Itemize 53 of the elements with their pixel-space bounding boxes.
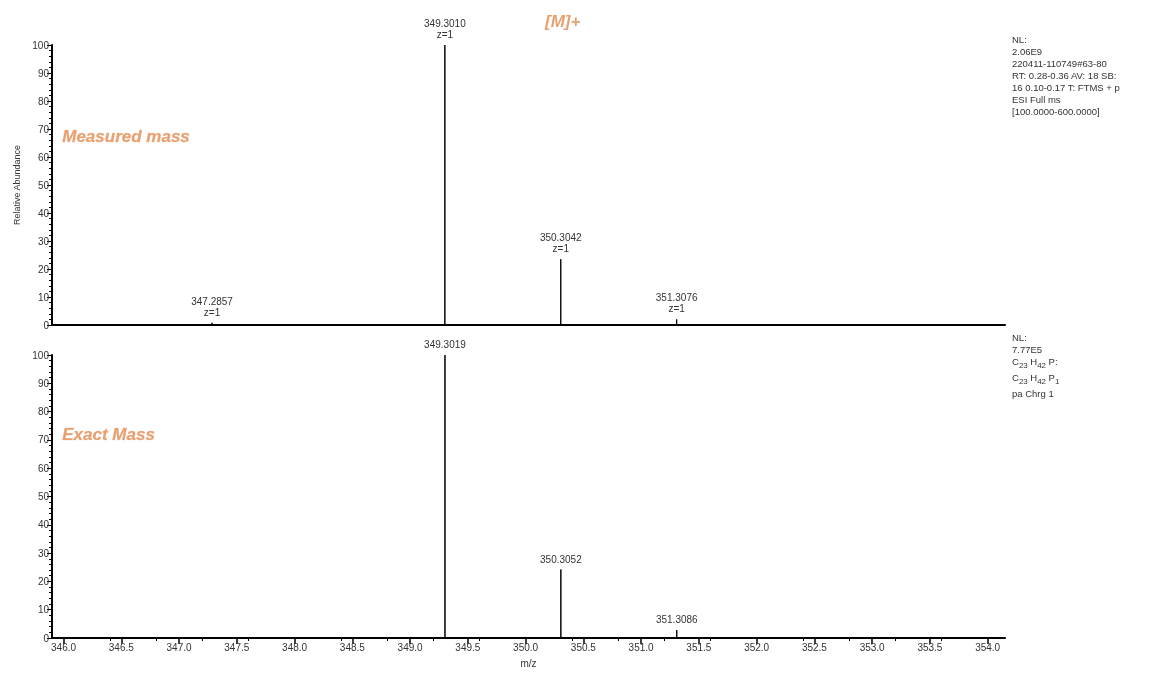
x-tick-label: 352.5 — [801, 641, 828, 653]
y-tick-label: 90 — [37, 67, 50, 79]
text: NL: 2.06E9 220411-110749#63-80 RT: 0.28-0.36 AV: 18 SB: 16 0.10-0.17 T: FTMS + p ESI Full ms [100.0000-600.0000] — [1012, 34, 1120, 118]
x-tick-label: 353.0 — [859, 641, 886, 653]
text: NL: 7.77E5 C$_{23}$ H$_{42}$ P: C$_{23}$ H$_{42}$ P$_{1}$ pa Chrg 1 — [1012, 332, 1060, 399]
x-tick-label: 349.0 — [397, 641, 424, 653]
x-tick-label: 353.5 — [917, 641, 943, 653]
x-tick-label: 351.0 — [628, 641, 655, 653]
y-tick-label: 30 — [37, 235, 50, 247]
x-tick-label: 352.0 — [744, 641, 770, 653]
x-tick-label: 350.5 — [570, 641, 597, 653]
y-tick-label: 10 — [37, 291, 50, 303]
y-tick-label: 0 — [43, 632, 50, 644]
y-tick-label: 30 — [37, 547, 50, 559]
y-tick-label: 80 — [37, 95, 50, 107]
y-tick-label: 40 — [37, 519, 50, 531]
annotation: 350.3042 z=1 — [539, 232, 583, 255]
x-tick-label: 348.5 — [339, 641, 366, 653]
y-axis-title: Relative Abundance — [11, 144, 22, 226]
annotation: Measured mass — [62, 127, 190, 147]
x-tick-label: 346.5 — [108, 641, 135, 653]
y-tick-label: 100 — [32, 39, 50, 51]
y-tick-label: 10 — [37, 604, 50, 616]
annotation: 349.3010 z=1 — [424, 18, 467, 40]
x-tick-label: 348.0 — [282, 641, 308, 653]
annotation: 351.3086 — [655, 614, 699, 626]
x-tick-label: 354.0 — [975, 641, 1001, 653]
y-tick-label: 60 — [37, 462, 50, 474]
y-tick-label: 70 — [37, 123, 50, 135]
y-tick-label: 0 — [43, 319, 50, 331]
x-tick-label: 349.5 — [455, 641, 481, 653]
x-tick-label: 350.0 — [513, 641, 539, 653]
x-tick-label: 346.0 — [51, 641, 77, 653]
annotation: 350.3052 — [540, 553, 583, 565]
y-tick-label: 100 — [32, 349, 50, 361]
y-tick-label: 20 — [37, 575, 50, 587]
y-tick-label: 70 — [37, 434, 50, 446]
y-tick-label: 80 — [37, 406, 50, 418]
x-tick-label: 347.5 — [224, 641, 250, 653]
annotation: 349.3019 — [424, 339, 467, 350]
y-tick-label: 40 — [37, 207, 50, 219]
y-tick-label: 60 — [37, 151, 50, 163]
chart-title: [M]+ — [544, 12, 581, 31]
x-tick-label: 347.0 — [166, 641, 193, 653]
y-tick-label: 50 — [37, 491, 50, 502]
y-tick-label: 90 — [37, 377, 50, 389]
annotation: Exact Mass — [62, 425, 155, 445]
annotation: 347.2857 z=1 — [191, 295, 234, 318]
y-tick-label: 50 — [37, 179, 50, 191]
y-tick-label: 20 — [37, 263, 50, 275]
x-axis-title: m/z — [520, 657, 537, 669]
annotation: 351.3076 z=1 — [655, 292, 698, 315]
x-tick-label: 351.5 — [686, 641, 712, 653]
